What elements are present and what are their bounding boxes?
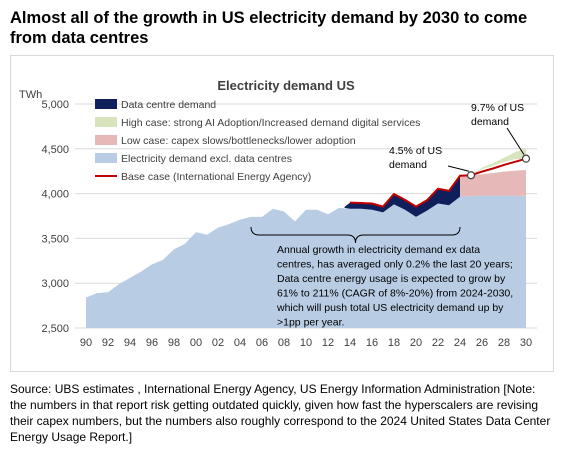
x-tick-label: 02	[212, 337, 224, 349]
y-tick-label: 4,500	[41, 144, 69, 156]
x-tick-label: 14	[344, 337, 356, 349]
source-line-3: their capex numbers, but the numbers als…	[10, 414, 551, 428]
x-tick-label: 12	[322, 337, 334, 349]
x-tick-label: 94	[124, 337, 136, 349]
y-tick-label: 4,000	[41, 189, 69, 201]
area-low-case	[460, 169, 526, 197]
annotation-arrow	[447, 165, 470, 172]
annotation-growth-text: which will push total US electricity dem…	[276, 302, 504, 314]
x-tick-label: 18	[388, 337, 400, 349]
legend-swatch	[95, 117, 117, 127]
annotation-growth-text: Annual growth in electricity demand ex d…	[277, 244, 480, 256]
x-tick-label: 06	[256, 337, 268, 349]
electricity-demand-chart: 2,500 3,000 3,500 4,000 4,500 5,000 90 92 94 96 98…	[19, 78, 537, 349]
area-high-case	[471, 147, 526, 176]
x-tick-label: 28	[498, 337, 510, 349]
annotations: 4.5% of US demand 9.7% of US demand Annual g…	[250, 102, 525, 329]
area-data-centre-demand	[344, 175, 460, 217]
y-axis-unit: TWh	[19, 89, 42, 101]
annotation-4-5-pct: 4.5% of US	[389, 145, 442, 157]
source-line-2: the numbers in that report risk getting …	[10, 398, 539, 412]
x-tick-label: 98	[168, 337, 180, 349]
x-tick-label: 26	[476, 337, 488, 349]
source-line-1: Source: UBS estimates , International En…	[10, 382, 536, 396]
annotation-growth-text: Data centre energy usage is expected to …	[277, 273, 506, 285]
marker-point	[466, 171, 476, 180]
annotation-brace	[250, 226, 461, 244]
legend-label: Data centre demand	[121, 99, 216, 111]
area-layers	[86, 147, 526, 328]
x-tick-label: 10	[300, 337, 312, 349]
x-tick-label: 00	[190, 337, 202, 349]
x-tick-label: 90	[80, 337, 92, 349]
x-tick-label: 24	[454, 337, 466, 349]
x-tick-label: 96	[146, 337, 158, 349]
headline-line-1: Almost all of the growth in US electrici…	[10, 9, 528, 27]
annotation-arrow	[506, 127, 525, 155]
legend-label: Low case: capex slows/bottlenecks/lower …	[121, 135, 356, 147]
x-tick-label: 92	[102, 337, 114, 349]
x-tick-label: 20	[410, 337, 422, 349]
source-note: Source: UBS estimates , International En…	[10, 381, 558, 445]
annotation-9-7-pct-cont: demand	[471, 116, 509, 128]
x-tick-label: 22	[432, 337, 444, 349]
legend-label: Base case (International Energy Agency)	[121, 171, 311, 183]
x-tick-label: 08	[278, 337, 290, 349]
axes: 2,500 3,000 3,500 4,000 4,500 5,000 90 92 94 96 98…	[41, 99, 532, 349]
legend-label: Electricity demand excl. data centres	[121, 153, 292, 165]
area-excl-data-centres	[86, 195, 526, 328]
y-tick-label: 3,000	[41, 278, 69, 290]
legend-swatch	[95, 135, 117, 145]
annotation-growth-text: centres, has averaged only 0.2% the last…	[277, 259, 513, 271]
chart-panel: 2,500 3,000 3,500 4,000 4,500 5,000 90 92 94 96 98…	[10, 55, 554, 372]
x-tick-label: 30	[520, 337, 532, 349]
line-layers	[349, 154, 531, 208]
source-line-4: Energy Usage Report.]	[10, 430, 133, 444]
y-tick-label: 2,500	[41, 323, 69, 335]
chart-title: Electricity demand US	[217, 78, 355, 93]
y-tick-label: 5,000	[41, 99, 69, 111]
y-tick-label: 3,500	[41, 233, 69, 245]
annotation-growth-text: 61% to 211% (CAGR of 8%-20%) from 2024-2…	[277, 288, 513, 300]
legend-swatch	[95, 153, 117, 163]
x-tick-label: 16	[366, 337, 378, 349]
headline: Almost all of the growth in US electrici…	[10, 8, 555, 48]
annotation-9-7-pct: 9.7% of US	[471, 102, 524, 114]
legend-swatch	[95, 99, 117, 109]
legend-label: High case: strong AI Adoption/Increased …	[121, 117, 420, 129]
legend: Data centre demand High case: strong AI A…	[95, 99, 420, 183]
x-tick-label: 04	[234, 337, 246, 349]
line-base-case	[349, 157, 527, 208]
marker-point	[521, 154, 531, 163]
annotation-growth-text: >1pp per year.	[277, 317, 344, 329]
annotation-4-5-pct-cont: demand	[389, 159, 427, 171]
headline-line-2: from data centres	[10, 29, 149, 47]
